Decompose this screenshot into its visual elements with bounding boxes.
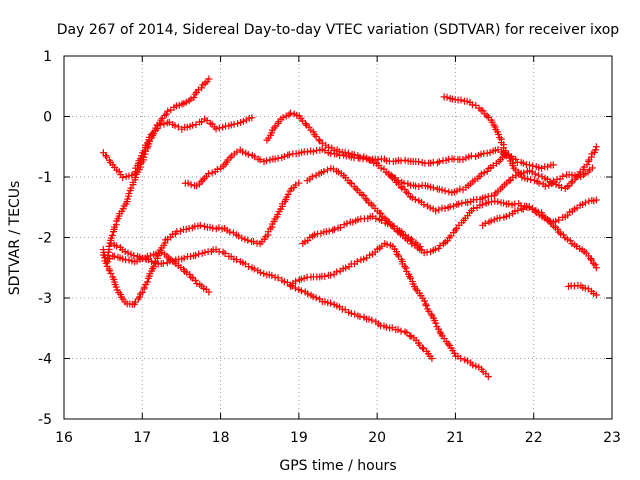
x-tick-label: 18 <box>212 430 230 446</box>
y-tick-label: -4 <box>38 352 52 368</box>
x-axis-label: GPS time / hours <box>279 458 396 474</box>
x-tick-label: 16 <box>55 430 73 446</box>
x-tick-label: 19 <box>290 430 308 446</box>
x-tick-label: 21 <box>447 430 465 446</box>
y-tick-label: -5 <box>38 412 52 428</box>
sdtvar-chart: 16 17 18 19 20 21 22 23 1 0 -1 -2 -3 -4 -5 Day 267 of … <box>0 0 640 480</box>
x-tick-label: 22 <box>525 430 543 446</box>
chart-background <box>0 0 640 480</box>
x-tick-label: 17 <box>133 430 151 446</box>
y-tick-label: -3 <box>38 291 52 307</box>
y-axis-label: SDTVAR / TECUs <box>7 181 23 296</box>
y-tick-label: -1 <box>38 170 52 186</box>
y-tick-label: 0 <box>43 110 52 126</box>
chart-title: Day 267 of 2014, Sidereal Day-to-day VTE… <box>57 22 620 38</box>
y-tick-label: 1 <box>43 49 52 65</box>
y-tick-label: -2 <box>38 231 52 247</box>
x-tick-label: 23 <box>603 430 621 446</box>
x-tick-label: 20 <box>368 430 386 446</box>
